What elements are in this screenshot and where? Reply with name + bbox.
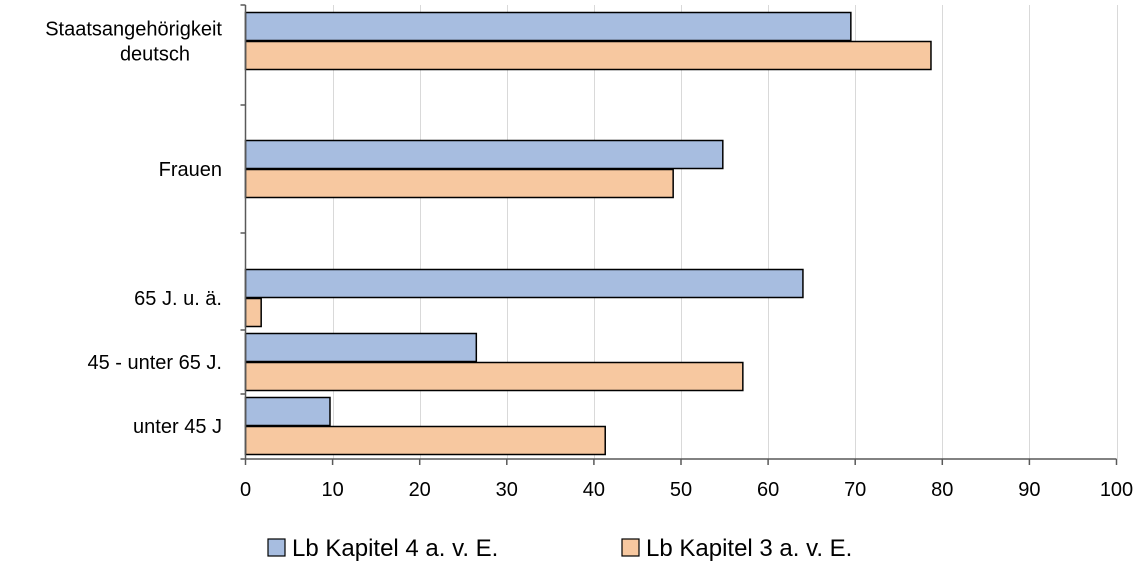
bar-series-2-category-5 <box>244 425 606 456</box>
category-label: 45 - unter 65 J. <box>87 352 222 374</box>
x-tick-label: 100 <box>1100 479 1133 501</box>
bar-series-2-category-1 <box>244 40 932 71</box>
bar-series-2-category-4 <box>244 361 744 392</box>
x-tick-label: 90 <box>1018 479 1040 501</box>
category-labels: Staatsangehörigkeit deutsch Frauen 65 J. u.… <box>45 19 222 439</box>
axes <box>240 4 1118 465</box>
category-label: Staatsangehörigkeit deutsch <box>45 19 222 66</box>
x-tick-label: 30 <box>496 479 518 501</box>
x-tick-label: 0 <box>240 479 251 501</box>
category-label: unter 45 J <box>133 416 222 438</box>
gridlines <box>333 5 1118 459</box>
x-tick-label: 20 <box>409 479 431 501</box>
bar-series-1-category-1 <box>244 11 852 42</box>
category-label: 65 J. u. ä. <box>134 288 222 310</box>
bar-series-2-category-3 <box>244 297 262 328</box>
legend-swatch-2 <box>621 538 640 557</box>
bar-series-1-category-2 <box>244 139 724 170</box>
x-tick-label: 50 <box>670 479 692 501</box>
category-label: Frauen <box>159 159 222 181</box>
bars <box>244 11 932 456</box>
legend: Lb Kapitel 4 a. v. E. Lb Kapitel 3 a. v. … <box>267 535 852 562</box>
bar-series-1-category-5 <box>244 396 331 427</box>
x-tick-label: 70 <box>844 479 866 501</box>
x-tick-labels: 0 10 20 30 40 50 60 70 80 90 100 <box>240 479 1133 501</box>
legend-label-2: Lb Kapitel 3 a. v. E. <box>646 535 852 561</box>
legend-swatch-1 <box>267 538 286 557</box>
x-tick-label: 10 <box>321 479 343 501</box>
x-tick-label: 80 <box>931 479 953 501</box>
legend-label-1: Lb Kapitel 4 a. v. E. <box>292 535 498 561</box>
bar-series-1-category-4 <box>244 332 478 363</box>
bar-series-2-category-2 <box>244 168 674 199</box>
bar-series-1-category-3 <box>244 268 804 299</box>
x-tick-label: 60 <box>757 479 779 501</box>
x-tick-label: 40 <box>583 479 605 501</box>
